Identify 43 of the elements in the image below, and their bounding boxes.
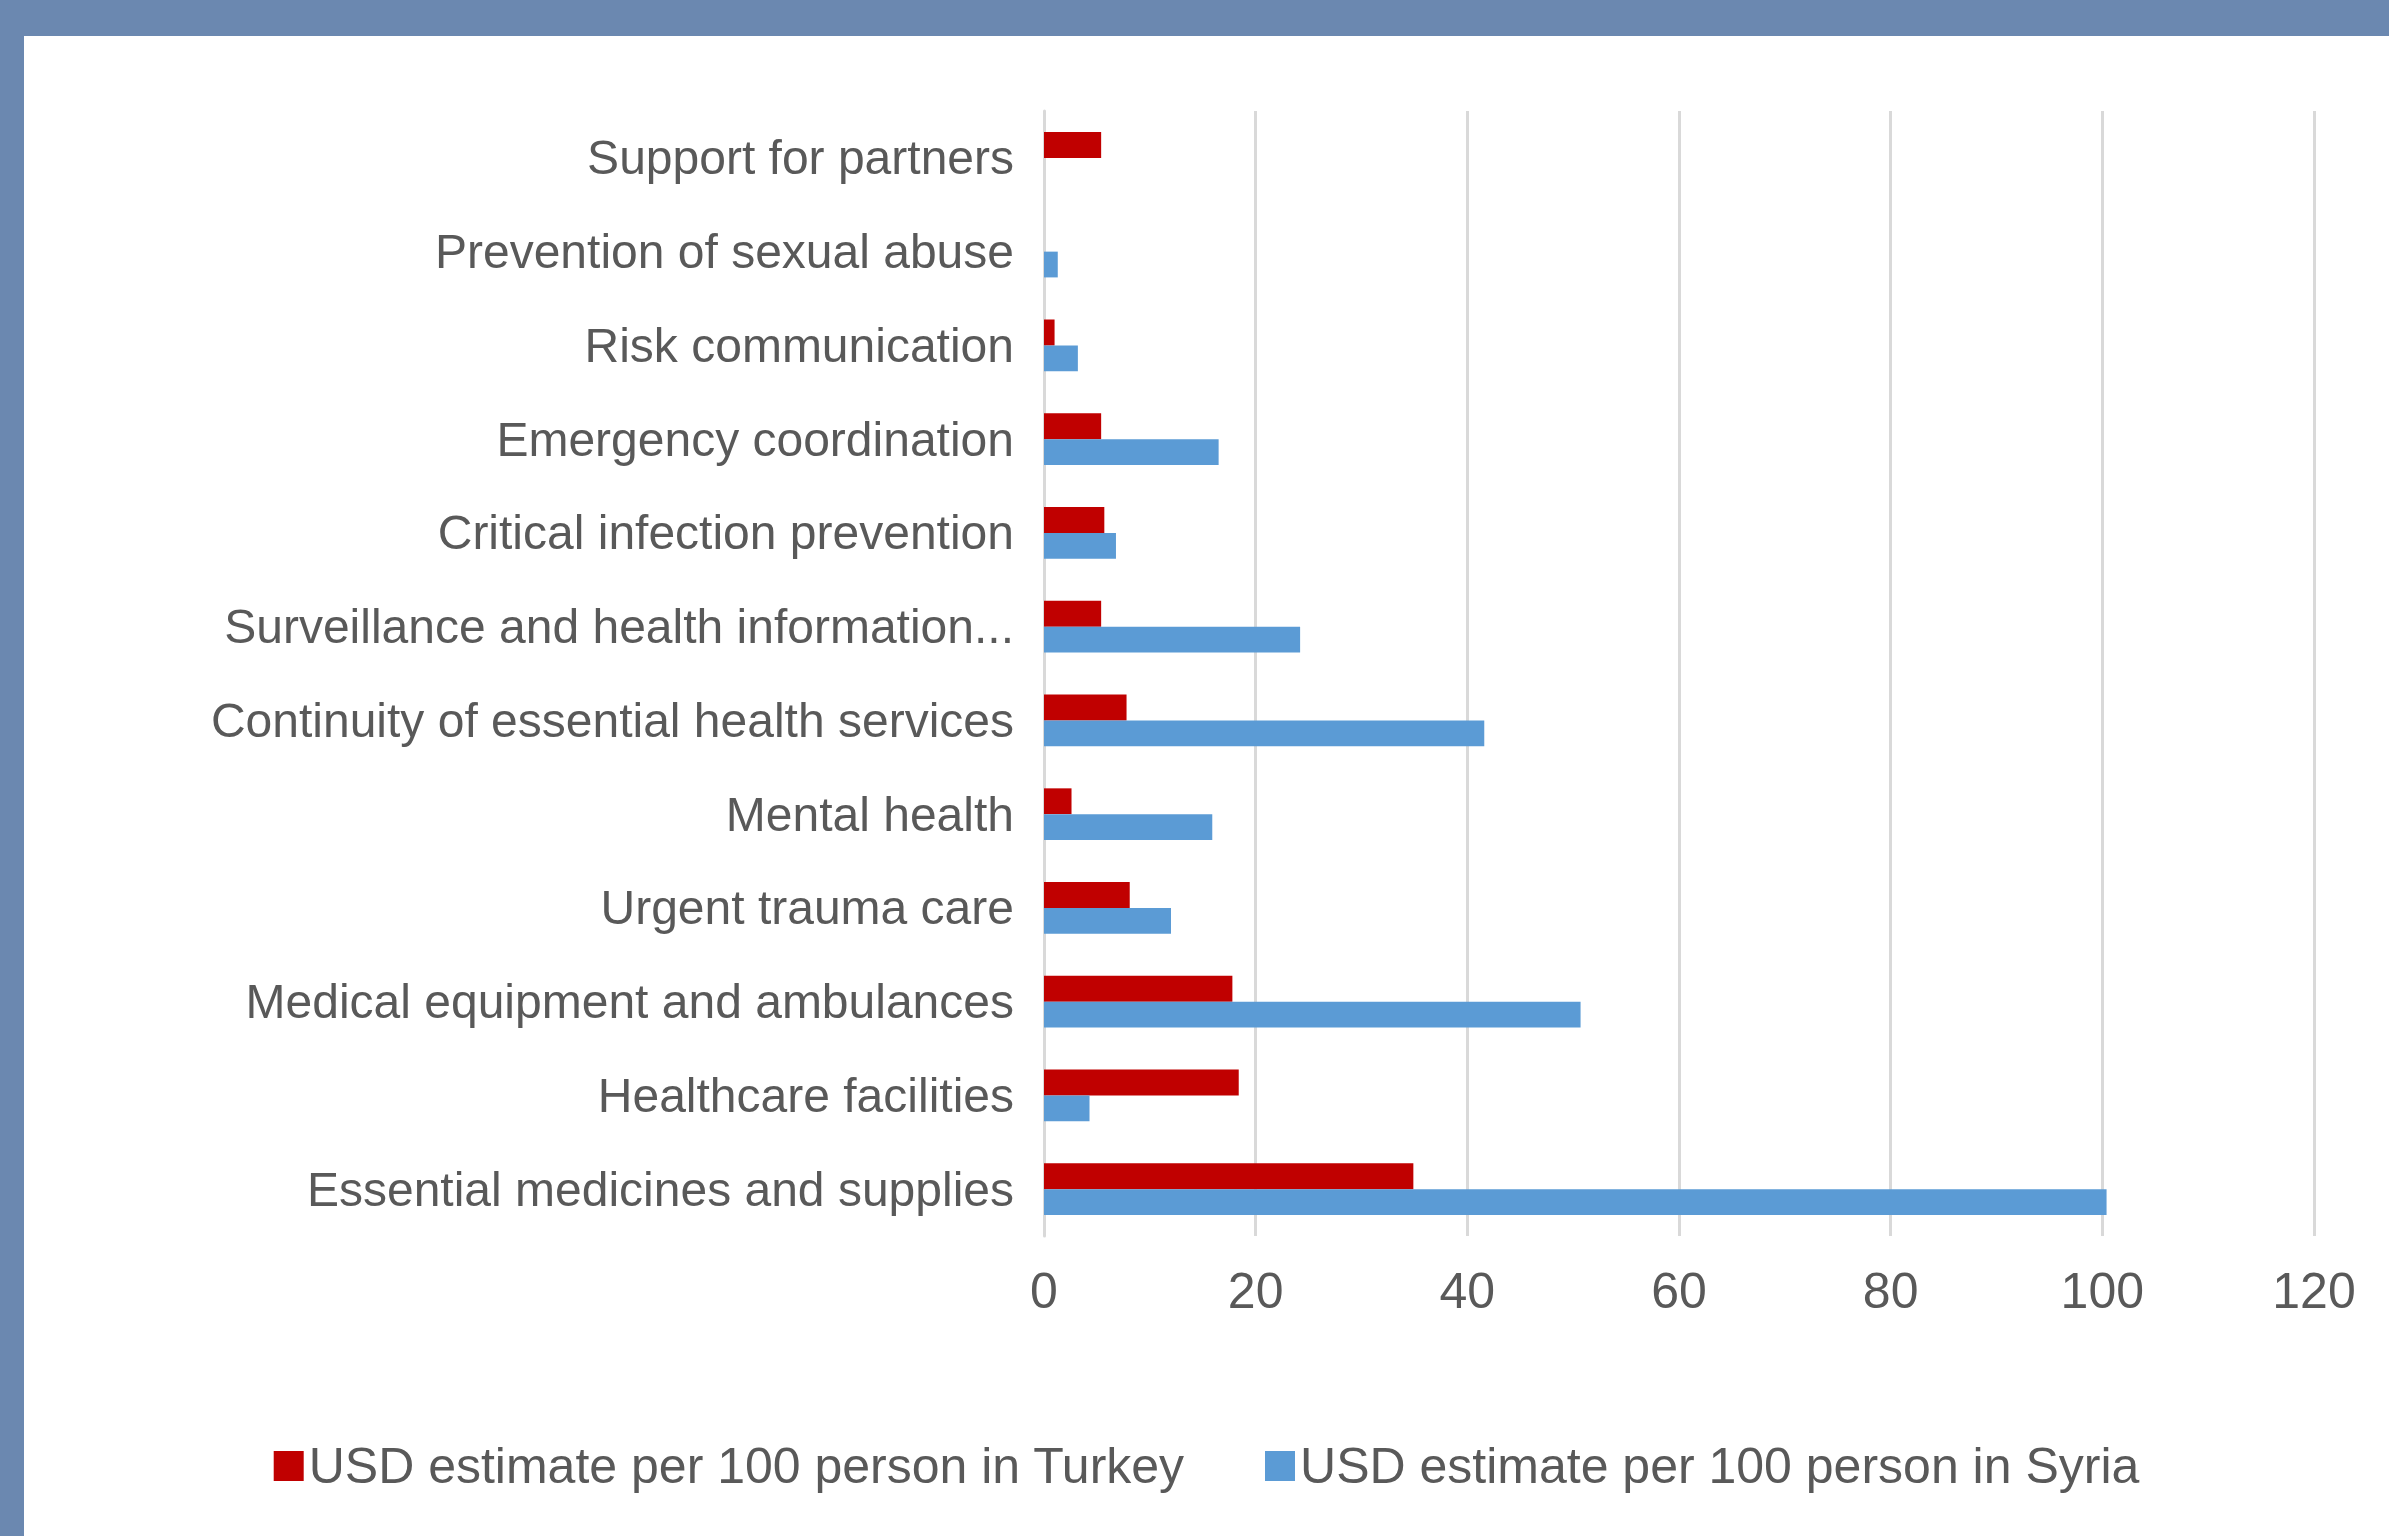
bar (1044, 1095, 1090, 1122)
y-tick-label: Support for partners (587, 131, 1014, 185)
x-tick-label: 100 (2060, 1263, 2145, 1319)
bar (1044, 814, 1213, 840)
bar (1044, 975, 1233, 1002)
bar (1044, 720, 1485, 747)
bar (1044, 439, 1219, 465)
bar (1044, 532, 1116, 559)
bar (1044, 319, 1055, 346)
bar (1044, 600, 1102, 627)
y-tick-label: Healthcare facilities (597, 1068, 1014, 1122)
x-tick-label: 120 (2272, 1263, 2356, 1319)
x-tick-label: 80 (1862, 1263, 1919, 1319)
bar (1044, 907, 1171, 934)
y-tick-label: Prevention of sexual abuse (434, 225, 1014, 279)
bar (1044, 1001, 1581, 1028)
bar (1044, 1189, 2107, 1215)
y-tick-label: Continuity of essential health services (210, 693, 1014, 747)
x-tick-label: 40 (1439, 1263, 1496, 1319)
y-tick-label: Surveillance and health information... (224, 600, 1014, 654)
x-tick-label: 20 (1227, 1263, 1284, 1319)
y-tick-label: Emergency coordination (496, 412, 1014, 466)
x-tick-label: 60 (1651, 1263, 1707, 1319)
y-tick-label: Risk communication (584, 318, 1014, 372)
bar (1044, 694, 1127, 721)
bar (1044, 626, 1301, 653)
legend-label: USD estimate per 100 person in Syria (1300, 1438, 2140, 1494)
bar (1044, 507, 1105, 533)
bar (1044, 1163, 1414, 1190)
bar (1044, 882, 1130, 908)
legend-label: USD estimate per 100 person in Turkey (308, 1438, 1185, 1494)
bar (1044, 251, 1058, 278)
y-tick-label: Medical equipment and ambulances (245, 975, 1014, 1029)
bar (1044, 788, 1072, 815)
y-tick-label: Essential medicines and supplies (306, 1162, 1014, 1216)
bar (1044, 413, 1102, 440)
bar (1044, 345, 1078, 372)
y-tick-label: Mental health (725, 787, 1014, 841)
y-tick-label: Critical infection prevention (437, 506, 1014, 560)
y-tick-label: Urgent trauma care (600, 881, 1014, 935)
bar (1044, 1069, 1239, 1096)
x-tick-label: 0 (1030, 1263, 1058, 1319)
bar (1044, 132, 1102, 158)
